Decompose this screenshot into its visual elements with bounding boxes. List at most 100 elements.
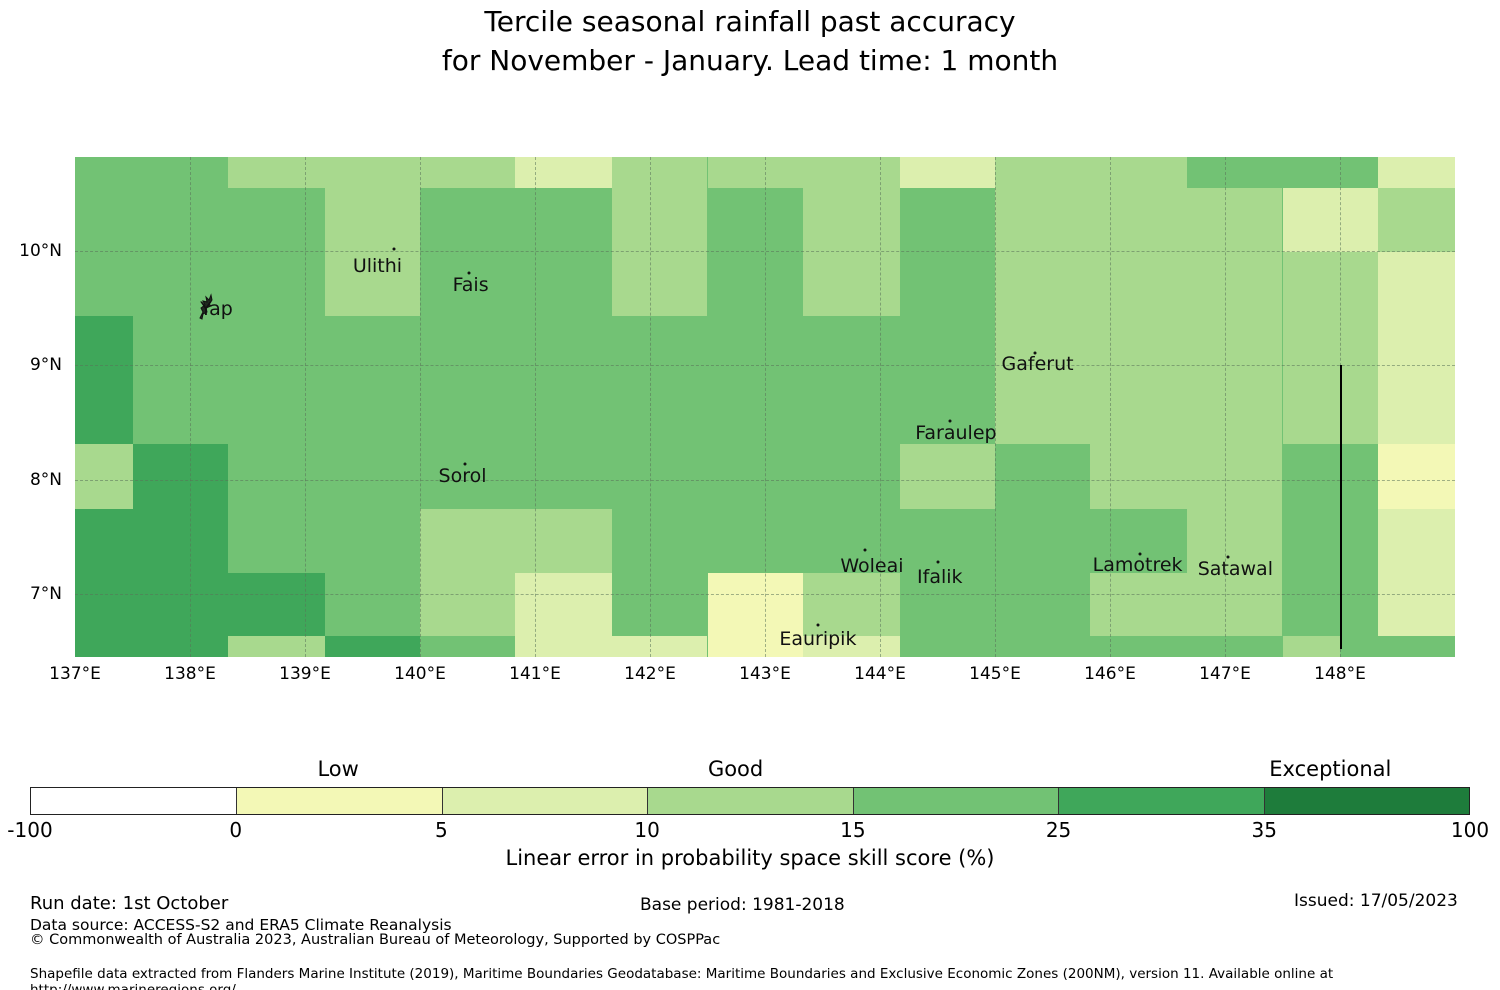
map-cell — [1282, 187, 1378, 253]
x-tick-label: 145°E — [969, 664, 1021, 684]
island-label: Eauripik — [779, 628, 857, 651]
map-cell — [132, 444, 228, 657]
map-plot: Yap Ulithi Fais Sorol Gaferut Faraulep Woleai I… — [75, 157, 1455, 657]
x-tick-label: 144°E — [854, 664, 906, 684]
footer-issued-date: Issued: 17/05/2023 — [1294, 891, 1458, 911]
colorbar-tick-label: 25 — [1045, 818, 1072, 842]
map-cell — [227, 572, 325, 636]
island-label: Sorol — [438, 465, 487, 488]
island-label: Satawal — [1197, 558, 1273, 581]
eez-boundary-line — [1340, 365, 1342, 650]
meridian-gridline — [190, 157, 191, 657]
x-tick-label: 137°E — [49, 664, 101, 684]
parallel-gridline — [75, 365, 1455, 367]
chart-title-line1: Tercile seasonal rainfall past accuracy — [484, 5, 1016, 38]
colorbar-tick-label: 100 — [1450, 818, 1490, 842]
island-dot — [816, 623, 820, 627]
island-label: Ifalik — [917, 566, 963, 589]
parallel-gridline — [75, 479, 1455, 481]
colorbar-axis-label: Linear error in probability space skill … — [505, 846, 995, 870]
map-cell — [515, 572, 613, 657]
footer-shapefile-note: Shapefile data extracted from Flanders M… — [30, 966, 1334, 990]
colorbar-segment — [31, 788, 237, 814]
x-tick-label: 143°E — [739, 664, 791, 684]
map-cell — [515, 508, 613, 573]
colorbar-tick-label: 35 — [1251, 818, 1278, 842]
island-label: Yap — [200, 298, 233, 321]
map-cell — [75, 316, 133, 445]
x-tick-label: 139°E — [279, 664, 331, 684]
x-tick-label: 141°E — [509, 664, 561, 684]
island-dot — [936, 560, 939, 564]
meridian-gridline — [535, 157, 536, 657]
x-tick-label: 146°E — [1084, 664, 1136, 684]
colorbar-segment — [852, 788, 1059, 814]
map-cell — [612, 635, 708, 657]
map-cell — [802, 635, 900, 657]
x-tick-label: 148°E — [1314, 664, 1366, 684]
meridian-gridline — [1110, 157, 1111, 657]
map-cell — [707, 157, 803, 188]
colorbar-segment — [236, 788, 442, 814]
yap-island-shape — [199, 293, 213, 321]
island-dot — [948, 419, 952, 423]
x-tick-label: 138°E — [164, 664, 216, 684]
meridian-gridline — [420, 157, 421, 657]
meridian-gridline — [765, 157, 766, 657]
map-cell — [1090, 572, 1188, 636]
map-cell — [802, 157, 900, 317]
map-cell — [75, 444, 133, 509]
parallel-gridline — [75, 594, 1455, 596]
island-label: Gaferut — [1001, 353, 1074, 376]
map-cell — [324, 157, 516, 188]
colorbar — [30, 787, 1470, 815]
colorbar-segment — [1263, 788, 1469, 814]
island-label: Fais — [452, 274, 489, 297]
map-cell — [1377, 444, 1455, 509]
island-dot — [1033, 351, 1037, 355]
island-label: Ulithi — [352, 254, 403, 277]
meridian-gridline — [995, 157, 996, 657]
y-tick-label: 7°N — [29, 584, 62, 605]
map-cell — [515, 157, 613, 188]
map-cell — [324, 635, 420, 657]
meridian-gridline — [305, 157, 306, 657]
island-label: Faraulep — [915, 421, 997, 444]
island-dot — [392, 247, 396, 251]
chart-title-line2: for November - January. Lead time: 1 mon… — [441, 44, 1059, 77]
island-dot — [1138, 552, 1142, 556]
island-dot — [863, 548, 867, 552]
island-label: Lamotrek — [1092, 553, 1183, 576]
map-cell — [1187, 187, 1283, 636]
island-dot — [463, 462, 467, 466]
map-cell — [1282, 252, 1378, 445]
map-cell — [1090, 157, 1188, 509]
map-cell — [1377, 187, 1455, 253]
meridian-gridline — [1225, 157, 1226, 657]
map-cell — [1377, 508, 1455, 636]
colorbar-tick-label: 10 — [634, 818, 660, 842]
island-dot — [1226, 555, 1230, 559]
footer-run-date: Run date: 1st October — [30, 893, 229, 914]
colorbar-tick-label: 5 — [435, 818, 448, 842]
map-cell — [227, 157, 325, 188]
colorbar-segment — [441, 788, 648, 814]
map-cell — [995, 157, 1091, 445]
island-label: Woleai — [840, 554, 904, 577]
colorbar-category-label: Exceptional — [1269, 757, 1392, 781]
map-cell — [899, 444, 995, 509]
map-cell — [1377, 157, 1455, 188]
map-cell — [420, 508, 516, 636]
x-tick-label: 147°E — [1199, 664, 1251, 684]
colorbar-tick-label: 0 — [229, 818, 243, 842]
colorbar-category-label: Good — [707, 757, 764, 781]
x-tick-label: 140°E — [394, 664, 446, 684]
colorbar-tick-label: -100 — [7, 818, 53, 842]
colorbar-tick-label: 15 — [840, 818, 866, 842]
colorbar-category-label: Low — [317, 757, 359, 781]
y-tick-label: 10°N — [19, 240, 62, 261]
footer-data-source: Data source: ACCESS-S2 and ERA5 Climate … — [30, 916, 452, 934]
colorbar-segment — [647, 788, 853, 814]
footer-copyright: © Commonwealth of Australia 2023, Austra… — [30, 932, 721, 948]
